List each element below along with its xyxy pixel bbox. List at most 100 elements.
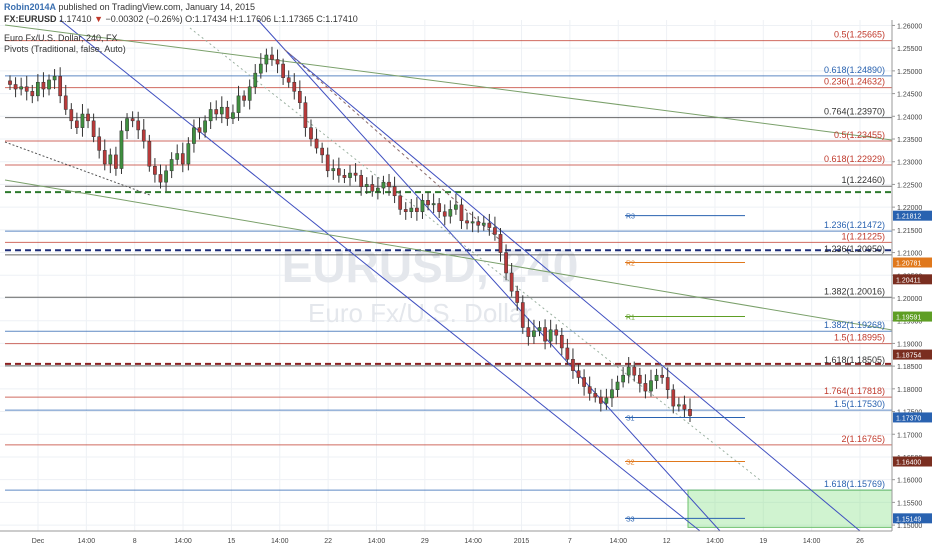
candle-body [470, 221, 475, 224]
price-badge [893, 274, 932, 285]
candle-body [141, 129, 146, 142]
candle-body [398, 195, 403, 210]
candle-body [192, 127, 196, 144]
candle-body [649, 380, 653, 392]
candle-body [325, 154, 330, 172]
candle-body [164, 170, 168, 183]
candle-body [97, 136, 102, 151]
candle-body [392, 186, 397, 197]
time-axis-label: 22 [324, 538, 332, 545]
price-axis-label: 1.23000 [897, 160, 922, 167]
candle-body [509, 272, 514, 292]
price-badge-label: 1.17370 [896, 415, 921, 422]
price-axis-label: 1.25000 [897, 69, 922, 76]
price-badge-label: 1.19591 [896, 315, 921, 322]
time-axis-label: 29 [421, 538, 429, 545]
time-axis-label: Dec [32, 538, 45, 545]
candle-body [208, 109, 213, 122]
candle-body [677, 404, 681, 407]
candle-body [47, 79, 51, 90]
price-axis-label: 1.25500 [897, 46, 922, 53]
candle-body [186, 143, 191, 165]
time-axis-label: 8 [133, 538, 137, 545]
time-axis-label: 15 [228, 538, 236, 545]
price-axis-label: 1.15500 [897, 500, 922, 507]
candle-body [275, 59, 280, 65]
fib-level-label: 0.618(1.24890) [824, 65, 885, 75]
candle-body [403, 209, 408, 212]
candle-body [376, 187, 380, 192]
candle-body [610, 389, 614, 399]
candle-body [604, 397, 609, 404]
fib-level-label: 2(1.16765) [841, 434, 885, 444]
publish-info: published on TradingView.com, January 14… [58, 2, 255, 12]
green-trendline-lower [4, 179, 893, 331]
candle-body [214, 109, 219, 115]
candle-body [225, 106, 230, 119]
candle-body [286, 77, 291, 83]
fib-level-label: 0.5(1.25665) [834, 30, 885, 40]
candle-body [247, 86, 252, 101]
down-arrow-icon: ▼ [94, 14, 104, 24]
candle-body [364, 184, 369, 187]
fib-level-label: 1.236(1.21472) [824, 220, 885, 230]
candle-body [682, 404, 687, 410]
time-axis-label: 14:00 [609, 538, 627, 545]
candle-body [58, 76, 63, 97]
fib-level-label: 1.764(1.17818) [824, 386, 885, 396]
candle-body [69, 109, 74, 122]
candle-body [571, 359, 575, 371]
time-axis-label: 14:00 [174, 538, 192, 545]
ohlc: O:1.17434 H:1.17606 L:1.17365 C:1.17410 [185, 14, 358, 24]
candle-body [359, 175, 363, 187]
candle-body [381, 181, 386, 189]
candle-body [554, 329, 559, 336]
candle-body [153, 166, 157, 175]
instrument-legend[interactable]: Euro Fx/U.S. Dollar, 240, FX [4, 33, 118, 43]
candle-body [63, 95, 68, 110]
candle-body [303, 102, 308, 128]
candle-body [626, 366, 631, 376]
candle-body [136, 120, 141, 131]
candle-body [236, 95, 241, 113]
candle-body [665, 377, 670, 390]
channel-upper-line [257, 19, 721, 532]
candle-body [420, 200, 425, 212]
time-axis-label: 14:00 [803, 538, 821, 545]
candle-body [431, 203, 436, 206]
price-badge-label: 1.21812 [896, 214, 921, 221]
candle-body [548, 329, 553, 342]
candle-body [169, 159, 174, 172]
fib-level-label: 1.5(1.18995) [834, 333, 885, 343]
candle-body [292, 81, 297, 92]
candle-body [219, 106, 224, 115]
fib-level-label: 0.618(1.22929) [824, 154, 885, 164]
fib-level-label: 0.764(1.23970) [824, 107, 885, 117]
candle-body [526, 327, 531, 337]
candle-body [175, 153, 180, 160]
candle-body [481, 222, 486, 226]
candle-body [660, 374, 664, 378]
candle-body [102, 150, 107, 165]
time-axis-label: 14:00 [78, 538, 96, 545]
green-trendline-upper [4, 24, 893, 141]
candle-body [130, 118, 135, 122]
candle-body [515, 290, 520, 303]
time-axis-label: 26 [856, 538, 864, 545]
candle-body [119, 130, 124, 169]
price-badge [893, 349, 932, 360]
candle-body [593, 393, 598, 398]
price-badge [893, 456, 932, 467]
candle-body [587, 386, 592, 394]
candle-body [253, 72, 258, 88]
candle-body [415, 207, 419, 212]
fib-level-label: 0.5(1.23455) [834, 130, 885, 140]
channel-lower-line [59, 19, 701, 532]
indicator-legend[interactable]: Pivots (Traditional, false, Auto) [4, 44, 126, 54]
author-name[interactable]: Robin2014A [4, 2, 57, 12]
candle-body [331, 168, 336, 172]
watermark-symbol: EURUSD, 240 [282, 240, 579, 292]
candle-body [8, 80, 12, 85]
